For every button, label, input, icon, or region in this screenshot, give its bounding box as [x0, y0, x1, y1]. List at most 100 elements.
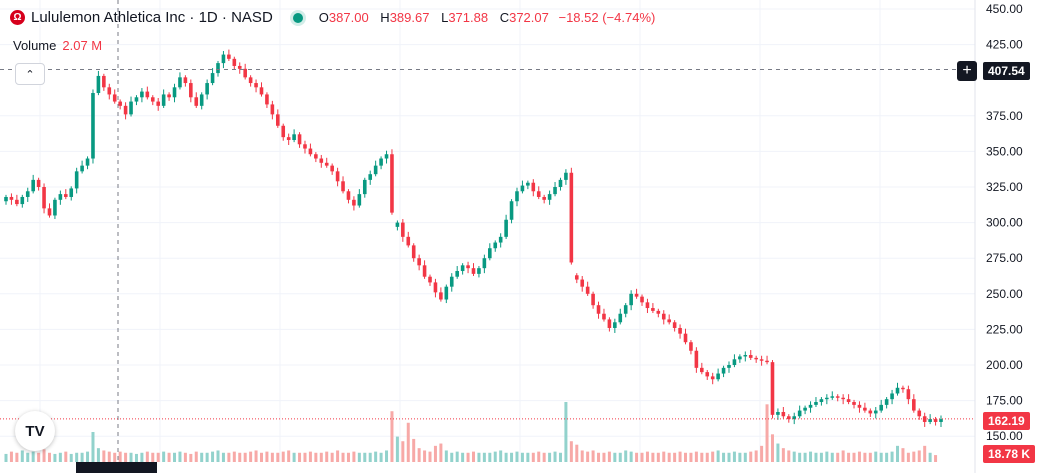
volume-bar [580, 450, 584, 462]
candle-body [319, 158, 324, 163]
volume-bar [629, 451, 633, 462]
candle-body [656, 310, 661, 314]
candle-body [797, 410, 802, 417]
volume-bar [917, 450, 921, 462]
symbol-title[interactable]: Lululemon Athletica Inc · 1D · NASD [31, 9, 273, 26]
symbol-legend: Ω Lululemon Athletica Inc · 1D · NASD O3… [10, 9, 655, 26]
candle-body [754, 357, 758, 360]
candle-body [727, 365, 731, 368]
candle-body [74, 171, 79, 189]
candle-body [254, 83, 258, 88]
market-status-icon [292, 12, 303, 23]
volume-bar [134, 453, 138, 462]
volume-bar [145, 451, 149, 462]
volume-bar [624, 450, 628, 462]
volume-bar [836, 452, 840, 462]
volume-bar [575, 444, 579, 462]
volume-bar [336, 450, 340, 462]
volume-bar [923, 445, 927, 462]
candle-body [477, 268, 481, 274]
candle-body [531, 182, 536, 192]
volume-bar [809, 451, 813, 462]
time-scrollbar[interactable] [76, 462, 157, 473]
candle-body [689, 342, 693, 351]
candle-body [216, 63, 220, 74]
candle-body [748, 355, 753, 358]
candle-body [498, 236, 503, 243]
volume-bar [847, 452, 851, 462]
candle-body [178, 77, 182, 88]
price-axis[interactable]: 450.00 425.00 375.00 350.00 325.00 300.00 275.… [974, 0, 1023, 473]
volume-bar [537, 451, 541, 462]
volume-bar [662, 451, 666, 462]
volume-bar [841, 450, 845, 462]
volume-bar [292, 452, 296, 462]
candle-body [96, 75, 101, 94]
volume-bar [749, 451, 753, 462]
grid [0, 0, 975, 462]
candle-body [547, 194, 552, 200]
volume-bar [91, 432, 95, 462]
volume-bar [781, 448, 785, 462]
candle-body [672, 322, 677, 328]
candle-body [574, 275, 579, 280]
volume-bar [412, 438, 416, 462]
candle-body [471, 268, 476, 274]
volume-bar [776, 443, 780, 462]
collapse-legend-button[interactable]: ⌃ [15, 63, 45, 85]
volume-bar [287, 450, 291, 462]
volume-bar [450, 452, 454, 462]
volume-bar [401, 441, 405, 462]
volume-bar [428, 451, 432, 462]
volume-bar [9, 451, 13, 462]
volume-bar [173, 452, 177, 462]
open-label: O [318, 10, 329, 25]
candle-body [167, 94, 171, 98]
volume-bar [259, 452, 263, 462]
volume-bars [4, 402, 938, 462]
y-tick-label: 175.00 [986, 394, 1023, 408]
volume-bar [558, 452, 562, 462]
low-value: 371.88 [448, 10, 489, 25]
candle-body [439, 292, 443, 300]
candle-body [803, 407, 807, 411]
volume-bar [4, 453, 8, 462]
candle-body [308, 148, 313, 155]
volume-bar [26, 452, 30, 462]
candle-body [710, 376, 715, 380]
volume-bar [645, 451, 649, 462]
volume-bar [31, 451, 35, 462]
candle-body [449, 276, 454, 287]
candle-body [613, 322, 617, 328]
candle-body [15, 199, 19, 205]
candle-body [444, 286, 449, 300]
candle-body [901, 387, 905, 390]
candle-body [667, 319, 671, 323]
candle-body [580, 279, 585, 287]
volume-bar [319, 452, 323, 462]
candle-body [156, 101, 161, 106]
volume-bar [738, 452, 742, 462]
candle-body [346, 191, 351, 200]
volume-bar [423, 450, 427, 462]
candle-body [835, 396, 840, 398]
candle-body [776, 411, 780, 415]
volume-bar [678, 451, 682, 462]
volume-bar [58, 452, 62, 462]
add-alert-plus-icon[interactable]: + [957, 61, 977, 81]
candle-body [357, 194, 362, 206]
volume-bar [912, 451, 916, 462]
volume-bar [488, 452, 492, 462]
tradingview-logo-icon[interactable]: TV [15, 411, 55, 451]
candle-body [602, 313, 606, 320]
volume-bar [96, 448, 100, 462]
candle-body [221, 54, 226, 64]
candle-body [645, 302, 650, 309]
volume-bar [830, 452, 834, 462]
candle-body [330, 165, 334, 172]
candle-body [786, 416, 791, 420]
candle-body [792, 416, 797, 420]
candle-body [738, 356, 742, 360]
volume-bar [216, 450, 220, 462]
